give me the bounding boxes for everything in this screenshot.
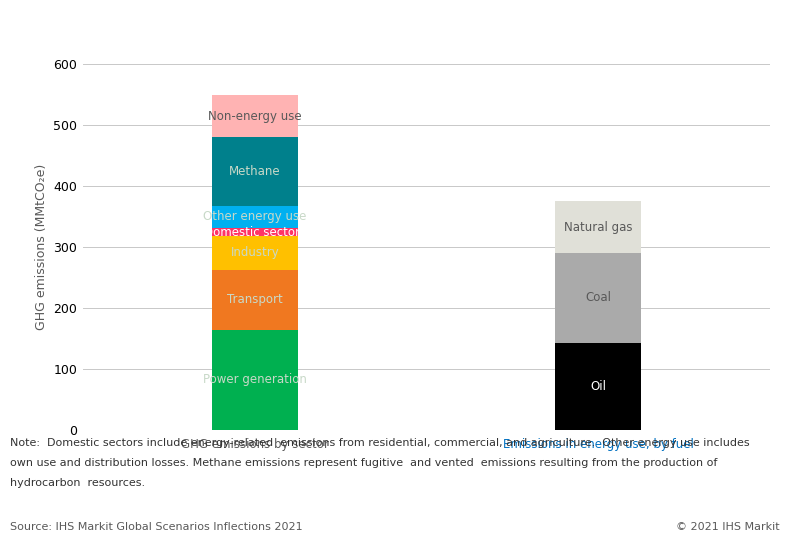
Text: Domestic sectors: Domestic sectors (204, 226, 306, 238)
Bar (212, 137, 298, 206)
Text: Non-energy use: Non-energy use (208, 110, 302, 122)
Text: Oil: Oil (590, 380, 607, 393)
Text: Methane: Methane (229, 165, 280, 178)
Bar (212, 330, 298, 430)
Bar (212, 270, 298, 330)
Bar (555, 253, 641, 343)
Bar (212, 206, 298, 228)
Text: own use and distribution losses. Methane emissions represent fugitive  and vente: own use and distribution losses. Methane… (10, 458, 717, 468)
Bar (212, 95, 298, 137)
Text: Source: IHS Markit Global Scenarios Inflections 2021: Source: IHS Markit Global Scenarios Infl… (10, 521, 303, 532)
Text: hydrocarbon  resources.: hydrocarbon resources. (10, 478, 145, 489)
Bar (555, 343, 641, 430)
Text: © 2021 IHS Markit: © 2021 IHS Markit (676, 521, 780, 532)
Y-axis label: GHG emissions (MMtCO₂e): GHG emissions (MMtCO₂e) (35, 164, 48, 330)
Text: Australia GHG emissions, 2020: Australia GHG emissions, 2020 (10, 19, 265, 34)
Text: Note:  Domestic sectors include energy-related  emissions from residential, comm: Note: Domestic sectors include energy-re… (10, 438, 750, 448)
Bar (212, 236, 298, 270)
Text: Natural gas: Natural gas (564, 221, 633, 234)
Text: Coal: Coal (585, 292, 611, 304)
Bar (212, 228, 298, 236)
Text: Industry: Industry (231, 246, 279, 259)
Text: Other energy use: Other energy use (203, 211, 307, 223)
Bar (555, 201, 641, 253)
Text: Transport: Transport (227, 293, 283, 307)
Text: Power generation: Power generation (203, 374, 307, 387)
